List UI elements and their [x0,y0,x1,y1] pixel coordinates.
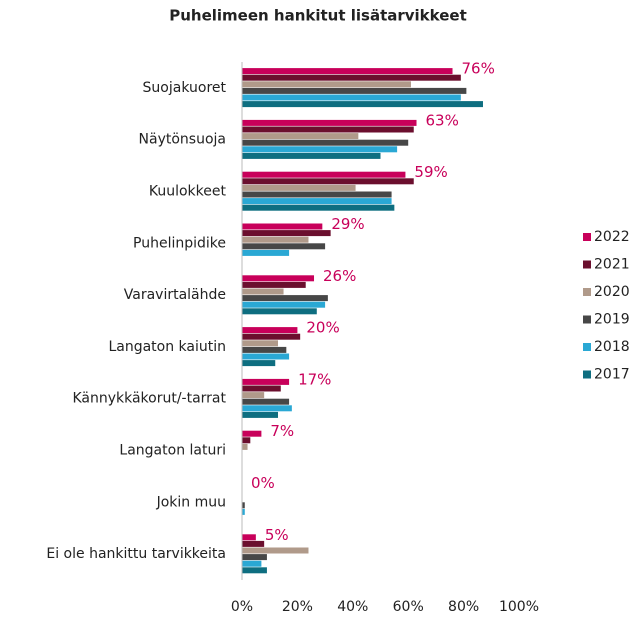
bar [242,146,398,153]
bar [242,405,292,412]
category-label: Puhelinpidike [133,235,226,251]
bar [242,437,251,444]
bar [242,301,326,308]
bar [242,204,395,211]
value-label: 7% [270,422,294,440]
bar [242,249,290,256]
bar [242,443,248,450]
bar [242,340,279,347]
x-tick-label: 0% [231,599,253,615]
bar [242,87,467,94]
bar [242,567,267,574]
legend-label: 2017 [594,367,630,383]
bar [242,430,262,437]
bar [242,398,290,405]
bar [242,184,356,191]
bar [242,547,309,554]
value-label: 20% [306,319,339,337]
bar [242,333,301,340]
value-label: 76% [462,60,495,78]
legend-label: 2018 [594,339,630,355]
bar [242,353,290,360]
value-label: 5% [265,526,289,544]
legend-swatch [583,233,591,241]
legend-swatch [583,288,591,296]
legend-swatch [583,370,591,379]
chart-title: Puhelimeen hankitut lisätarvikkeet [169,7,467,25]
bar [242,152,381,159]
category-label: Suojakuoret [143,80,227,96]
bar [242,534,256,541]
x-tick-label: 80% [448,599,479,615]
bar [242,540,265,547]
legend-swatch [583,343,591,351]
bar [242,378,290,385]
bar [242,178,414,185]
bar [242,243,326,250]
bar [242,392,265,399]
bar [242,126,414,133]
bar [242,508,245,515]
value-label: 0% [251,474,275,492]
bar [242,74,461,81]
bar [242,230,331,237]
category-label: Jokin muu [156,494,226,510]
x-tick-label: 20% [282,599,313,615]
bar [242,560,262,567]
x-tick-label: 40% [337,599,368,615]
bar [242,171,406,178]
bar [242,360,276,367]
legend-swatch [583,315,591,324]
bar [242,119,417,126]
category-label: Kuulokkeet [149,184,227,200]
bar [242,281,306,288]
value-label: 26% [323,267,356,285]
value-label: 17% [298,370,331,388]
category-label: Kännykkäkorut/-tarrat [72,391,226,407]
bar [242,94,461,101]
bar [242,101,483,108]
bar [242,385,281,392]
value-label: 29% [331,215,364,233]
legend-label: 2021 [594,257,630,273]
bar [242,295,328,302]
category-label: Ei ole hankittu tarvikkeita [46,546,226,562]
bar [242,68,453,75]
bar [242,327,298,334]
bar [242,198,392,205]
x-tick-label: 60% [393,599,424,615]
bar [242,554,267,561]
bar [242,288,284,295]
category-label: Langaton kaiutin [108,339,226,355]
legend-label: 2022 [594,229,630,245]
bar [242,81,411,88]
x-tick-label: 100% [499,599,539,615]
bar [242,502,245,509]
legend-label: 2019 [594,312,630,328]
value-label: 63% [426,111,459,129]
bar [242,223,323,230]
bar [242,411,279,418]
category-label: Varavirtalähde [124,287,226,303]
bar [242,191,392,198]
bar [242,139,409,146]
category-label: Näytönsuoja [139,132,226,148]
value-label: 59% [414,163,447,181]
legend-swatch [583,260,591,269]
bar [242,346,287,353]
bar [242,308,317,315]
category-label: Langaton laturi [119,443,226,459]
bar [242,275,315,282]
bar [242,236,309,243]
legend-label: 2020 [594,284,630,300]
bar [242,133,359,140]
